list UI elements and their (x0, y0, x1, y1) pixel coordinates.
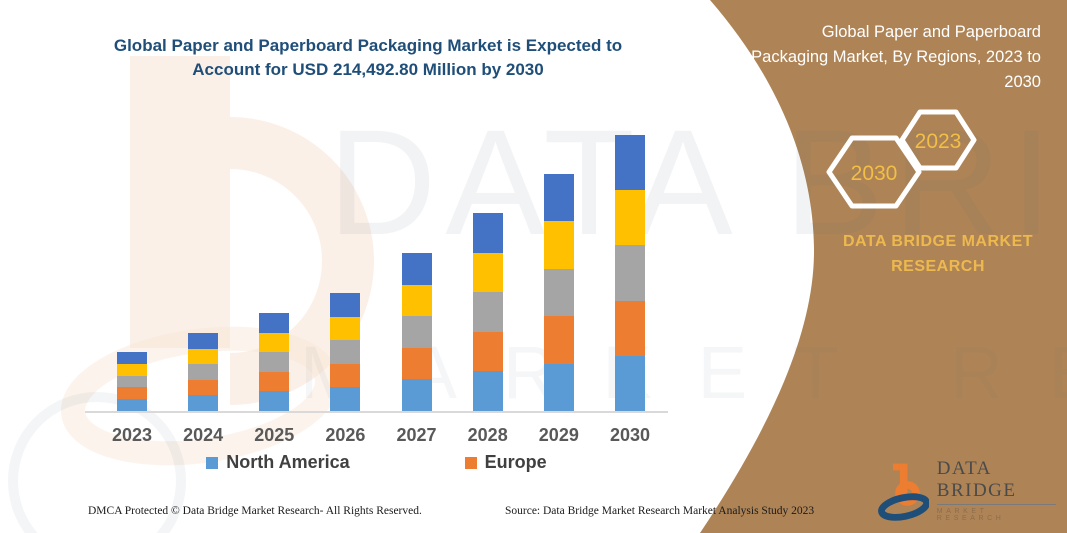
segment-2025-unlabeled-region-yellow-segment- (259, 332, 290, 353)
segment-2024-north-america (188, 395, 219, 411)
logo-text: DATA BRIDGE MARKET RESEARCH (936, 458, 1056, 522)
segment-2026-unlabeled-region-yellow-segment- (330, 316, 361, 341)
logo-b-serif (893, 463, 902, 470)
footer-source-text: Source: Data Bridge Market Research Mark… (505, 505, 815, 517)
logo-brand-text: DATA BRIDGE (936, 458, 1056, 505)
segment-2026-unlabeled-region-blue-segment- (330, 293, 361, 317)
bar-2025 (259, 313, 290, 411)
brand-caption: DATA BRIDGE MARKET RESEARCH (842, 233, 1034, 275)
bar-2029 (543, 174, 574, 411)
segment-2023-unlabeled-region-blue-segment- (117, 352, 147, 364)
x-axis-label-2027: 2027 (396, 425, 437, 445)
legend-swatch-icon (206, 456, 219, 469)
databridge-logo-icon (878, 463, 929, 521)
bar-2026 (330, 293, 361, 411)
hexagon-2023 (899, 109, 977, 171)
segment-2030-europe (614, 300, 645, 356)
side-panel-shape (700, 0, 1067, 533)
hexagon-2030-label: 2030 (851, 162, 898, 185)
legend-label: North America (226, 452, 350, 472)
hexagon-graphic: 2030 2023 (826, 109, 977, 209)
bar-2028 (472, 213, 503, 411)
segment-2026-unlabeled-region-gray-segment- (330, 340, 361, 364)
x-axis-label-2028: 2028 (467, 425, 508, 445)
legend-swatch-icon (464, 456, 477, 469)
segment-2027-europe (401, 347, 432, 380)
databridge-logo: DATA BRIDGE MARKET RESEARCH (876, 452, 1056, 527)
segment-2027-unlabeled-region-gray-segment- (401, 316, 432, 348)
segment-2027-unlabeled-region-blue-segment- (401, 253, 432, 285)
segment-2029-europe (543, 316, 574, 364)
segment-2024-unlabeled-region-yellow-segment- (188, 348, 219, 365)
legend-item-europe: Europe (464, 452, 547, 473)
segment-2025-unlabeled-region-gray-segment- (259, 352, 290, 372)
x-axis-labels: 2023 2024 2025 2026 2027 2028 2029 2030 (85, 425, 668, 451)
plot-area (85, 120, 668, 413)
segment-2024-unlabeled-region-blue-segment- (188, 333, 219, 349)
segment-2026-north-america (330, 387, 361, 411)
logo-swoosh (878, 492, 929, 521)
segment-2030-unlabeled-region-blue-segment- (614, 135, 645, 191)
x-axis-label-2030: 2030 (609, 425, 650, 445)
segment-2027-north-america (401, 379, 432, 411)
bar-2030 (614, 135, 645, 411)
segment-2025-unlabeled-region-blue-segment- (259, 313, 290, 333)
segment-2028-unlabeled-region-blue-segment- (472, 213, 503, 253)
segment-2024-europe (188, 379, 219, 396)
x-axis-label-2025: 2025 (254, 425, 295, 445)
segment-2025-north-america (259, 391, 290, 411)
legend-item-north-america: North America (206, 452, 350, 473)
bar-2027 (401, 253, 432, 411)
x-axis-label-2024: 2024 (183, 425, 224, 445)
segment-2028-unlabeled-region-yellow-segment- (472, 252, 503, 293)
bar-2024 (188, 333, 219, 411)
segment-2029-unlabeled-region-gray-segment- (543, 268, 574, 317)
segment-2029-north-america (543, 363, 574, 411)
hexagon-2023-label: 2023 (915, 130, 962, 153)
hexagon-2030 (826, 135, 922, 209)
segment-2030-unlabeled-region-yellow-segment- (614, 190, 645, 246)
segment-2029-unlabeled-region-yellow-segment- (543, 221, 574, 269)
segment-2027-unlabeled-region-yellow-segment- (401, 284, 432, 317)
segment-2023-unlabeled-region-yellow-segment- (117, 363, 147, 376)
segment-2023-europe (117, 387, 147, 400)
bar-2023 (117, 352, 147, 411)
legend: North America Europe (85, 452, 668, 473)
segment-2028-europe (472, 331, 503, 372)
segment-2026-europe (330, 363, 361, 388)
segment-2030-north-america (614, 355, 645, 411)
segment-2025-europe (259, 371, 290, 392)
segment-2028-north-america (472, 371, 503, 411)
logo-tagline-text: MARKET RESEARCH (936, 507, 1005, 522)
side-panel-heading: Global Paper and Paperboard Packaging Ma… (751, 23, 1041, 91)
segment-2029-unlabeled-region-blue-segment- (543, 174, 574, 222)
segment-2030-unlabeled-region-gray-segment- (614, 245, 645, 301)
footer-dmca-text: DMCA Protected © Data Bridge Market Rese… (88, 505, 422, 517)
x-axis-label-2029: 2029 (538, 425, 579, 445)
segment-2028-unlabeled-region-gray-segment- (472, 292, 503, 332)
segment-2023-north-america (117, 399, 147, 411)
legend-label: Europe (484, 452, 547, 472)
segment-2023-unlabeled-region-gray-segment- (117, 375, 147, 388)
x-axis-label-2026: 2026 (325, 425, 366, 445)
chart-title: Global Paper and Paperboard Packaging Ma… (113, 36, 623, 80)
segment-2024-unlabeled-region-gray-segment- (188, 364, 219, 380)
x-axis-label-2023: 2023 (111, 425, 153, 445)
